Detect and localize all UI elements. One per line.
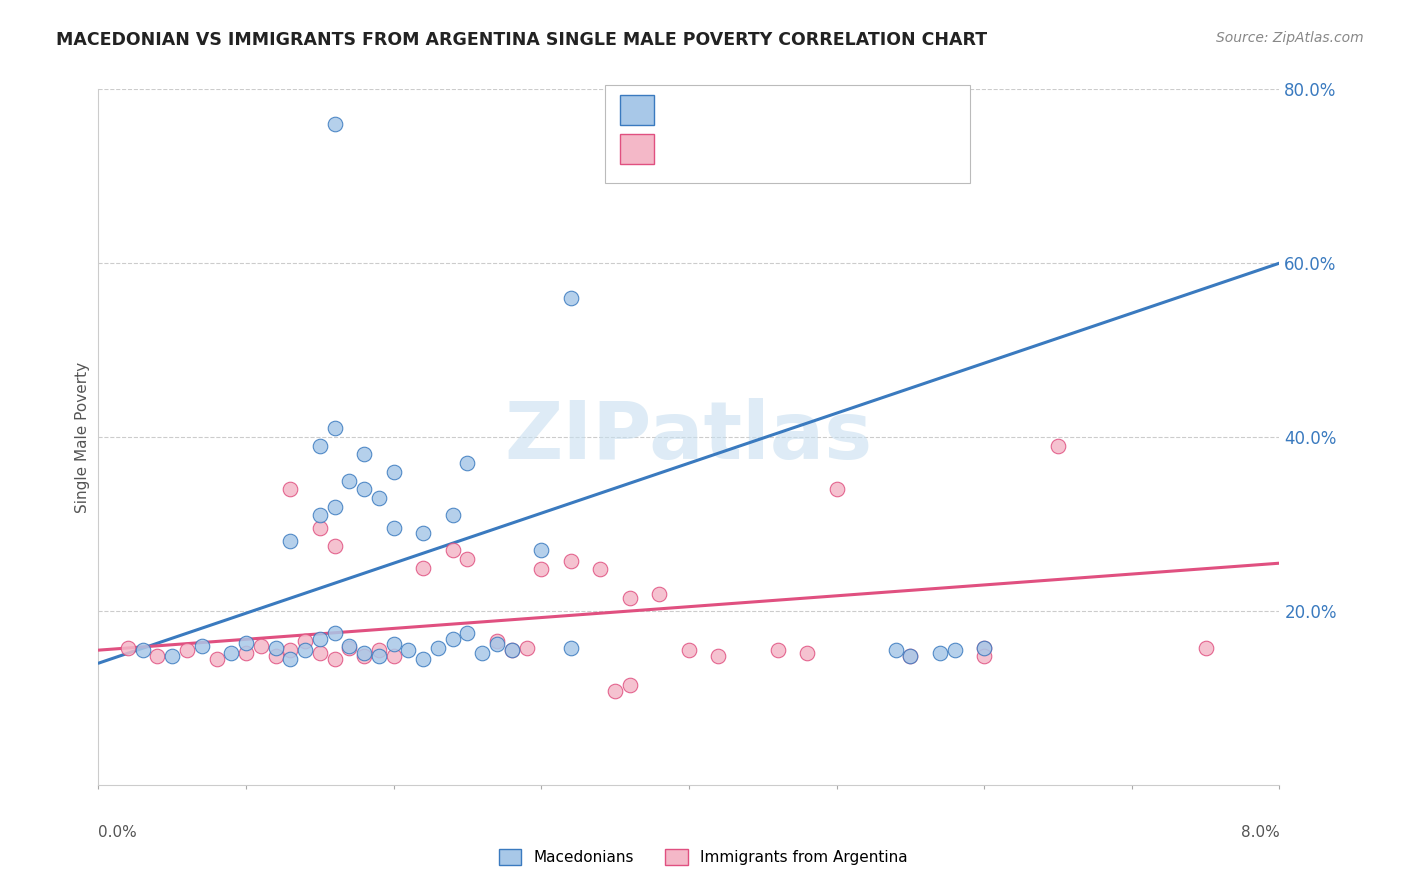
Point [900,649,922,664]
Point [973,640,995,655]
Text: R = 0.232   N =  41: R = 0.232 N = 41 [668,139,844,157]
Point [191,639,214,653]
Point [323,625,346,640]
Point [501,643,523,657]
Point [337,474,360,488]
Point [205,652,228,666]
Point [560,640,582,655]
Point [900,649,922,664]
Text: ZIPatlas: ZIPatlas [505,398,873,476]
Point [396,643,419,657]
Text: R = 0.397   N = 45: R = 0.397 N = 45 [668,100,838,118]
Point [560,291,582,305]
Point [766,643,789,657]
Point [382,465,405,479]
Point [278,482,302,496]
Point [146,649,169,664]
Point [367,649,389,664]
Point [308,439,332,453]
Point [308,632,332,646]
Point [412,525,434,540]
Point [412,560,434,574]
Point [928,646,950,660]
Point [973,640,995,655]
Point [337,639,360,653]
Point [278,643,302,657]
Point [501,643,523,657]
Point [264,649,287,664]
Point [412,652,434,666]
Point [884,643,907,657]
Y-axis label: Single Male Poverty: Single Male Poverty [75,361,90,513]
Point [605,684,627,698]
Point [176,643,198,657]
Point [825,482,848,496]
Text: 8.0%: 8.0% [1240,825,1279,840]
Point [294,634,316,648]
Point [441,632,464,646]
Point [323,652,346,666]
Legend: Macedonians, Immigrants from Argentina: Macedonians, Immigrants from Argentina [492,843,914,871]
Point [278,652,302,666]
Point [235,646,257,660]
Point [707,649,730,664]
Point [1046,439,1069,453]
Point [456,625,478,640]
Point [337,640,360,655]
Point [619,678,641,692]
Text: 0.0%: 0.0% [98,825,138,840]
Point [264,640,287,655]
Point [353,447,375,462]
Point [382,637,405,651]
Point [471,646,494,660]
Point [382,521,405,535]
Point [485,634,508,648]
Point [560,553,582,567]
Point [367,491,389,505]
Point [973,649,995,664]
Point [796,646,818,660]
Point [308,508,332,523]
Point [278,534,302,549]
Point [162,649,183,664]
Text: Source: ZipAtlas.com: Source: ZipAtlas.com [1216,31,1364,45]
Point [308,646,332,660]
Point [308,521,332,535]
Point [619,591,641,605]
Point [456,551,478,566]
Point [943,643,966,657]
Text: MACEDONIAN VS IMMIGRANTS FROM ARGENTINA SINGLE MALE POVERTY CORRELATION CHART: MACEDONIAN VS IMMIGRANTS FROM ARGENTINA … [56,31,987,49]
Point [235,636,257,650]
Point [323,539,346,553]
Point [367,643,389,657]
Point [515,640,537,655]
Point [441,543,464,558]
Point [678,643,700,657]
Point [530,562,553,576]
Point [323,500,346,514]
Point [382,649,405,664]
Point [441,508,464,523]
Point [117,640,139,655]
Point [530,543,553,558]
Point [353,646,375,660]
Point [132,643,155,657]
Point [426,640,449,655]
Point [323,117,346,131]
Point [294,643,316,657]
Point [353,482,375,496]
Point [353,649,375,664]
Point [589,562,612,576]
Point [323,421,346,435]
Point [219,646,242,660]
Point [648,587,671,601]
Point [456,456,478,470]
Point [485,637,508,651]
Point [1194,640,1216,655]
Point [250,639,273,653]
